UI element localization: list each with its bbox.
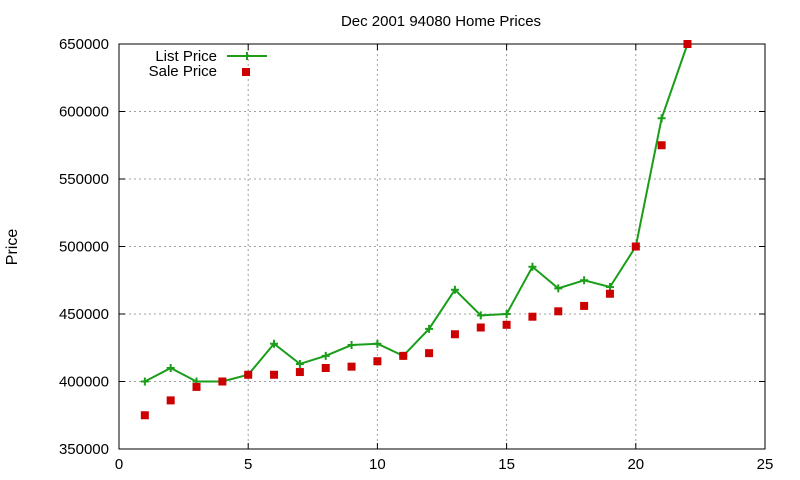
x-tick-label: 25 bbox=[757, 456, 774, 473]
sale-price-point bbox=[140, 411, 149, 420]
y-tick-label: 350000 bbox=[59, 441, 109, 458]
x-tick-label: 10 bbox=[369, 456, 386, 473]
list-price-point bbox=[373, 339, 382, 348]
sale-price-point bbox=[502, 320, 511, 329]
sale-price-point bbox=[528, 312, 537, 321]
list-price-point bbox=[450, 285, 459, 294]
sale-price-point bbox=[295, 368, 304, 377]
y-tick-label: 550000 bbox=[59, 171, 109, 188]
sale-price-point bbox=[554, 307, 563, 316]
list-price-point bbox=[502, 310, 511, 318]
x-tick-label: 5 bbox=[244, 456, 252, 473]
list-price-line bbox=[144, 43, 689, 383]
list-price-point bbox=[476, 311, 485, 320]
series-marks bbox=[140, 40, 692, 420]
chart-title: Dec 2001 94080 Home Prices bbox=[341, 13, 541, 30]
sale-price-point bbox=[192, 382, 201, 391]
x-tick-label: 0 bbox=[115, 456, 123, 473]
list-price-point bbox=[270, 339, 279, 348]
legend-label-list-price: List Price bbox=[155, 48, 217, 65]
sale-price-point bbox=[218, 377, 227, 386]
sale-price-point bbox=[425, 349, 434, 358]
sale-price-point bbox=[580, 301, 589, 310]
sale-price-point bbox=[321, 364, 330, 372]
list-price-point bbox=[140, 377, 149, 386]
y-tick-label: 600000 bbox=[59, 104, 109, 121]
y-tick-label: 650000 bbox=[59, 36, 109, 53]
list-price-point bbox=[166, 364, 175, 372]
legend-label-sale-price: Sale Price bbox=[149, 63, 217, 80]
list-price-point bbox=[347, 341, 356, 350]
y-tick-label: 450000 bbox=[59, 306, 109, 323]
x-tick-label: 15 bbox=[498, 456, 515, 473]
sale-price-point bbox=[631, 242, 640, 251]
list-price-point bbox=[580, 276, 589, 285]
legend-square-sale-price bbox=[242, 68, 250, 76]
sale-price-point bbox=[605, 289, 614, 298]
grid-lines bbox=[119, 44, 765, 449]
list-price-point bbox=[657, 114, 666, 123]
list-price-point bbox=[528, 262, 537, 271]
sale-price-point bbox=[373, 357, 382, 366]
list-price-point bbox=[321, 351, 330, 360]
sale-price-point bbox=[476, 323, 485, 332]
y-tick-label: 400000 bbox=[59, 374, 109, 391]
legend: List Price Sale Price bbox=[149, 48, 267, 80]
list-price-point bbox=[554, 284, 563, 293]
list-price-point bbox=[295, 359, 304, 368]
sale-price-point bbox=[683, 40, 692, 48]
sale-price-point bbox=[657, 141, 666, 150]
list-price-point bbox=[605, 283, 614, 291]
sale-price-point bbox=[450, 330, 459, 339]
axis-ticks: 0 5 10 15 20 25 350000 400000 450000 500000 550000… bbox=[59, 36, 773, 473]
sale-price-point bbox=[399, 351, 408, 360]
y-tick-label: 500000 bbox=[59, 239, 109, 256]
legend-cross-list-price bbox=[243, 52, 251, 60]
sale-price-point bbox=[166, 396, 175, 405]
sale-price-point bbox=[270, 370, 279, 379]
y-axis-label: Price bbox=[4, 229, 21, 266]
sale-price-point bbox=[347, 362, 356, 371]
sale-price-point bbox=[244, 370, 253, 379]
list-price-point bbox=[425, 324, 434, 333]
x-tick-label: 20 bbox=[627, 456, 644, 473]
